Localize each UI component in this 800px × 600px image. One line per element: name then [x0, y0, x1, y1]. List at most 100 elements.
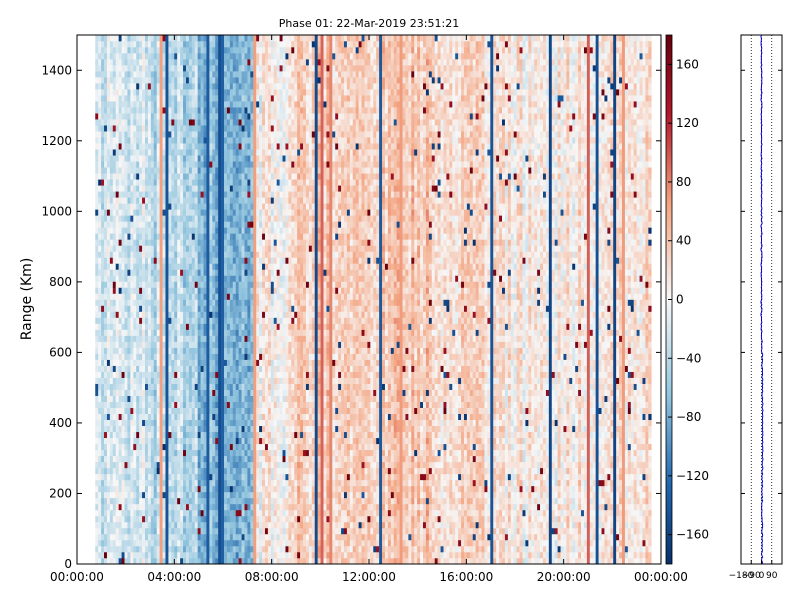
heatmap-cell: [264, 347, 269, 354]
heatmap-cell: [150, 35, 155, 42]
heatmap-cell: [209, 323, 213, 330]
heatmap-cell: [209, 431, 213, 439]
heatmap-cell: [232, 281, 237, 288]
heatmap-cell: [115, 77, 119, 84]
heatmap-cell: [109, 269, 114, 276]
heatmap-cell: [127, 269, 131, 276]
heatmap-cell: [247, 95, 251, 102]
heatmap-cell: [244, 317, 248, 324]
heatmap-cell: [270, 89, 275, 96]
heatmap-cell: [112, 239, 117, 246]
heatmap-cell: [212, 539, 216, 547]
heatmap-cell: [136, 407, 140, 415]
heatmap-cell: [133, 401, 137, 408]
heatmap-cell: [101, 473, 105, 481]
heatmap-cell: [238, 377, 242, 384]
heatmap-cell: [267, 425, 272, 433]
heatmap-cell: [183, 305, 187, 312]
heatmap-cell: [145, 323, 149, 330]
heatmap-cell: [162, 149, 166, 156]
heatmap-cell: [147, 527, 152, 535]
heatmap-cell: [229, 365, 234, 372]
heatmap-cell: [183, 275, 187, 282]
heatmap-cell: [226, 281, 231, 288]
heatmap-cell: [174, 149, 178, 156]
heatmap-cell: [112, 245, 117, 252]
heatmap-cell: [232, 275, 237, 282]
heatmap-cell: [150, 341, 155, 348]
heatmap-cell: [153, 395, 158, 402]
heatmap-cell: [153, 53, 158, 60]
heatmap-cell: [191, 257, 196, 264]
heatmap-cell: [153, 245, 158, 252]
heatmap-cell: [191, 155, 196, 162]
heatmap-cell: [212, 257, 216, 264]
heatmap-cell: [124, 167, 128, 174]
heatmap-cell: [191, 377, 196, 384]
heatmap-cell: [276, 335, 280, 342]
heatmap-cell: [212, 383, 216, 390]
heatmap-cell: [209, 227, 213, 234]
heatmap-cell: [226, 233, 231, 240]
heatmap-cell: [98, 299, 102, 306]
heatmap-cell: [177, 467, 181, 475]
heatmap-cell: [264, 47, 269, 54]
heatmap-cell: [150, 461, 155, 469]
heatmap-cell: [244, 383, 248, 390]
heatmap-cell: [264, 335, 269, 342]
heatmap-cell: [183, 413, 187, 421]
heatmap-cell: [171, 395, 175, 402]
heatmap-cell: [247, 353, 251, 360]
heatmap-cell: [229, 557, 234, 565]
heatmap-cell: [98, 119, 102, 126]
heatmap-cell: [106, 185, 111, 192]
heatmap-cell: [262, 119, 266, 126]
heatmap-cell: [177, 47, 181, 54]
heatmap-cell: [156, 119, 160, 126]
heatmap-cell: [168, 89, 172, 96]
heatmap-cell: [194, 263, 198, 270]
heatmap-cell: [259, 437, 263, 445]
heatmap-cell: [180, 119, 184, 126]
heatmap-cell: [98, 413, 102, 421]
heatmap-cell: [180, 485, 184, 493]
heatmap-cell: [197, 515, 201, 523]
heatmap-cell: [276, 491, 280, 499]
heatmap-cell: [115, 257, 119, 264]
heatmap-cell: [197, 485, 201, 493]
heatmap-cell: [98, 41, 102, 48]
heatmap-cell: [259, 71, 263, 78]
heatmap-cell: [174, 491, 178, 499]
heatmap-cell: [238, 527, 242, 535]
heatmap-cell: [162, 125, 166, 132]
heatmap-cell: [180, 473, 184, 481]
heatmap-cell: [264, 491, 269, 499]
heatmap-cell: [250, 113, 254, 120]
heatmap-cell: [109, 137, 114, 144]
heatmap-cell: [112, 173, 117, 180]
heatmap-cell: [212, 557, 216, 565]
heatmap-cell: [112, 35, 117, 42]
heatmap-cell: [200, 377, 204, 384]
heatmap-cell: [194, 107, 198, 114]
heatmap-cell: [171, 221, 175, 228]
heatmap-cell: [171, 383, 175, 390]
heatmap-cell: [185, 95, 190, 102]
heatmap-cell: [174, 341, 178, 348]
heatmap-cell: [139, 173, 143, 180]
heatmap-cell: [235, 65, 239, 72]
heatmap-cell: [267, 389, 272, 396]
heatmap-cell: [241, 275, 245, 282]
heatmap-cell: [273, 473, 277, 481]
heatmap-cell: [156, 89, 160, 96]
heatmap-cell: [98, 53, 102, 60]
heatmap-cell: [194, 527, 198, 535]
heatmap-cell: [221, 35, 225, 564]
heatmap-cell: [95, 263, 99, 270]
heatmap-cell: [133, 251, 137, 258]
heatmap-cell: [118, 539, 122, 547]
heatmap-cell: [98, 455, 102, 463]
heatmap-cell: [224, 437, 228, 445]
heatmap-cell: [156, 47, 160, 54]
heatmap-cell: [171, 95, 175, 102]
